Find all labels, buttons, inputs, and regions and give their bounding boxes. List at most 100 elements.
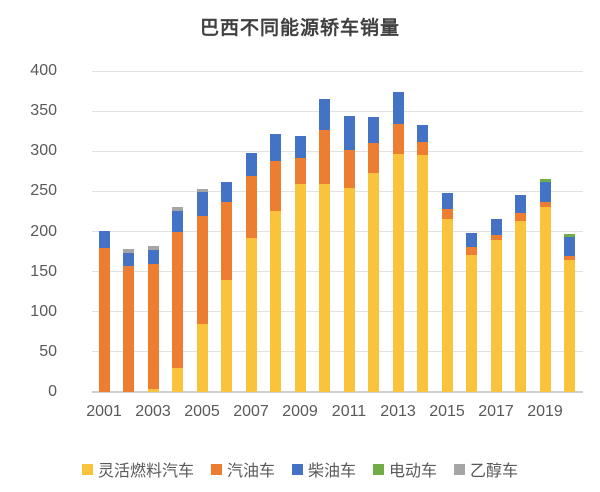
bar-segment-乙醇车-2004 [172,206,183,211]
bar-segment-灵活燃料汽车-2017 [490,240,502,392]
bar-segment-柴油车-2016 [466,233,477,247]
x-axis-tick-label: 2003 [135,403,171,420]
legend-item-汽油车: 汽油车 [210,457,275,481]
bar-segment-灵活燃料汽车-2016 [466,254,477,392]
bar-segment-柴油车-2013 [392,91,404,124]
x-axis-tick-label: 2007 [233,403,269,420]
bar-2002 [123,249,134,392]
chart-title: 巴西不同能源轿车销量 [199,18,400,39]
legend-swatch [291,463,303,475]
legend-label: 柴油车 [307,463,356,480]
bar-segment-柴油车-2002 [123,253,134,267]
bar-segment-汽油车-2004 [172,231,183,368]
bar-segment-灵活燃料汽车-2012 [368,172,379,392]
y-axis-tick-label: 100 [30,302,57,320]
bar-segment-灵活燃料汽车-2014 [417,155,428,392]
bar-segment-柴油车-2015 [441,193,453,210]
gridline [92,351,583,353]
x-axis-tick-label: 2009 [282,403,318,420]
bar-2016 [466,233,477,392]
bar-2017 [490,218,502,392]
bar-segment-柴油车-2017 [490,218,502,235]
bar-2008 [270,133,281,392]
gridline [92,271,583,273]
legend-swatch [373,463,384,475]
bar-2013 [392,91,404,392]
bar-segment-汽油车-2018 [515,213,526,222]
bar-segment-灵活燃料汽车-2006 [221,280,232,392]
bar-segment-灵活燃料汽车-2018 [515,221,526,392]
legend-label: 电动车 [389,463,438,480]
legend-label: 乙醇车 [470,463,519,480]
bar-segment-乙醇车-2002 [123,249,134,254]
bar-segment-汽油车-2011 [343,150,355,189]
gridline [92,190,583,192]
bar-segment-汽油车-2001 [98,247,110,392]
legend: 灵活燃料汽车 汽油车 柴油车 电动车 乙醇车 [0,457,600,481]
bar-segment-灵活燃料汽车-2020 [564,260,575,392]
y-axis-tick-label: 350 [30,102,57,120]
bar-segment-灵活燃料汽车-2015 [441,218,453,392]
bar-segment-汽油车-2020 [564,255,575,261]
bar-2003 [147,245,159,392]
bar-2015 [441,193,453,392]
bar-2004 [172,206,183,392]
bar-2001 [98,230,110,392]
legend-swatch [210,463,222,475]
gridline [92,311,583,313]
bar-segment-柴油车-2005 [196,192,208,217]
bar-segment-汽油车-2017 [490,234,502,241]
bar-2020 [564,233,575,392]
bar-segment-汽油车-2012 [368,143,379,173]
bar-segment-汽油车-2007 [245,176,257,238]
y-axis-tick-label: 400 [30,62,57,79]
x-axis-tick-label: 2001 [86,403,122,420]
bar-segment-柴油车-2011 [343,115,355,151]
bar-segment-汽油车-2009 [294,157,306,185]
bar-segment-柴油车-2004 [172,210,183,232]
legend-item-灵活燃料汽车: 灵活燃料汽车 [81,457,194,481]
legend-item-柴油车: 柴油车 [291,457,356,481]
bar-segment-灵活燃料汽车-2008 [270,211,281,392]
y-axis-tick-label: 300 [30,142,57,160]
bar-segment-汽油车-2014 [417,142,428,156]
bar-segment-灵活燃料汽车-2007 [245,237,257,392]
x-axis-tick-label: 2015 [429,403,465,420]
bar-segment-柴油车-2001 [98,230,110,248]
bar-segment-汽油车-2002 [123,266,134,392]
bar-segment-柴油车-2003 [147,249,159,264]
x-axis-tick-label: 2005 [184,403,220,420]
bar-2011 [343,115,355,392]
bar-segment-柴油车-2010 [319,99,330,130]
legend-label: 灵活燃料汽车 [97,463,194,480]
y-axis-tick-label: 150 [30,262,57,280]
bar-segment-电动车-2019 [539,178,551,182]
bar-segment-柴油车-2018 [515,194,526,214]
bar-segment-柴油车-2019 [539,181,551,202]
bar-segment-柴油车-2014 [417,124,428,143]
bar-segment-汽油车-2016 [466,246,477,255]
bar-segment-汽油车-2008 [270,160,281,212]
bar-segment-汽油车-2006 [221,201,232,281]
bar-2012 [368,116,379,392]
bar-segment-乙醇车-2003 [147,245,159,250]
legend-item-乙醇车: 乙醇车 [454,457,518,481]
bar-2019 [539,178,551,392]
bar-segment-灵活燃料汽车-2004 [172,367,183,392]
bar-segment-柴油车-2007 [245,152,257,177]
bar-2018 [515,194,526,392]
x-axis-tick-label: 2019 [527,403,563,420]
bar-segment-柴油车-2012 [368,116,379,144]
bar-segment-柴油车-2020 [564,237,575,256]
bar-2009 [294,136,306,392]
bar-segment-汽油车-2013 [392,123,404,155]
bar-2006 [221,181,232,392]
y-axis-tick-label: 50 [39,342,57,360]
gridline [92,150,583,152]
bar-segment-汽油车-2019 [539,201,551,208]
bar-2014 [417,124,428,392]
y-axis-tick-label: 0 [48,383,57,400]
bar-segment-灵活燃料汽车-2009 [294,184,306,392]
legend-label: 汽油车 [226,463,275,480]
